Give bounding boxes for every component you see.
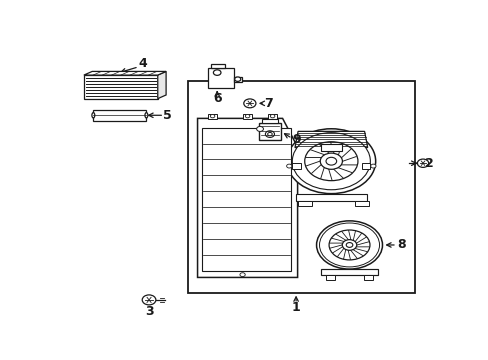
Circle shape — [213, 70, 221, 75]
Circle shape — [325, 157, 336, 165]
Circle shape — [245, 114, 249, 118]
Bar — [210, 64, 224, 68]
Circle shape — [142, 295, 156, 305]
Circle shape — [244, 99, 255, 108]
Text: 1: 1 — [291, 301, 300, 314]
Circle shape — [265, 131, 274, 138]
Circle shape — [286, 129, 375, 194]
Circle shape — [292, 133, 369, 190]
Circle shape — [417, 159, 428, 167]
Circle shape — [346, 243, 352, 247]
Circle shape — [319, 223, 379, 267]
Circle shape — [286, 164, 291, 168]
Bar — [188, 81, 415, 293]
Text: 5: 5 — [163, 109, 171, 122]
Bar — [320, 269, 378, 275]
Circle shape — [316, 221, 382, 269]
Text: 9: 9 — [292, 133, 301, 146]
Circle shape — [240, 273, 244, 276]
Polygon shape — [158, 71, 166, 99]
Text: 2: 2 — [424, 157, 433, 170]
Circle shape — [342, 240, 356, 250]
Bar — [364, 275, 373, 280]
Bar — [93, 110, 146, 121]
Text: 6: 6 — [212, 92, 221, 105]
Bar — [243, 114, 252, 119]
Bar — [262, 119, 277, 123]
Circle shape — [210, 114, 214, 118]
Bar — [202, 127, 290, 271]
Bar — [267, 114, 277, 119]
Text: 8: 8 — [396, 238, 405, 252]
Polygon shape — [233, 77, 241, 82]
Bar — [292, 163, 300, 169]
Circle shape — [320, 153, 342, 169]
Bar — [295, 194, 366, 201]
Circle shape — [234, 77, 240, 81]
Bar — [361, 163, 369, 169]
Bar — [207, 114, 217, 119]
Bar — [259, 123, 280, 140]
Bar — [84, 75, 158, 99]
Circle shape — [256, 126, 263, 131]
Bar — [298, 201, 312, 206]
Circle shape — [370, 164, 375, 168]
Bar — [325, 275, 334, 280]
Ellipse shape — [92, 113, 95, 118]
Bar — [320, 144, 341, 151]
Bar — [208, 68, 233, 87]
Circle shape — [328, 230, 369, 260]
Polygon shape — [294, 131, 367, 148]
Text: 4: 4 — [138, 58, 147, 71]
Polygon shape — [197, 118, 297, 278]
Polygon shape — [84, 71, 166, 75]
Circle shape — [304, 142, 357, 181]
Bar — [354, 201, 368, 206]
Text: 7: 7 — [264, 97, 272, 110]
Circle shape — [267, 132, 272, 136]
Text: 3: 3 — [144, 305, 153, 318]
Circle shape — [270, 114, 274, 118]
Ellipse shape — [144, 113, 147, 118]
